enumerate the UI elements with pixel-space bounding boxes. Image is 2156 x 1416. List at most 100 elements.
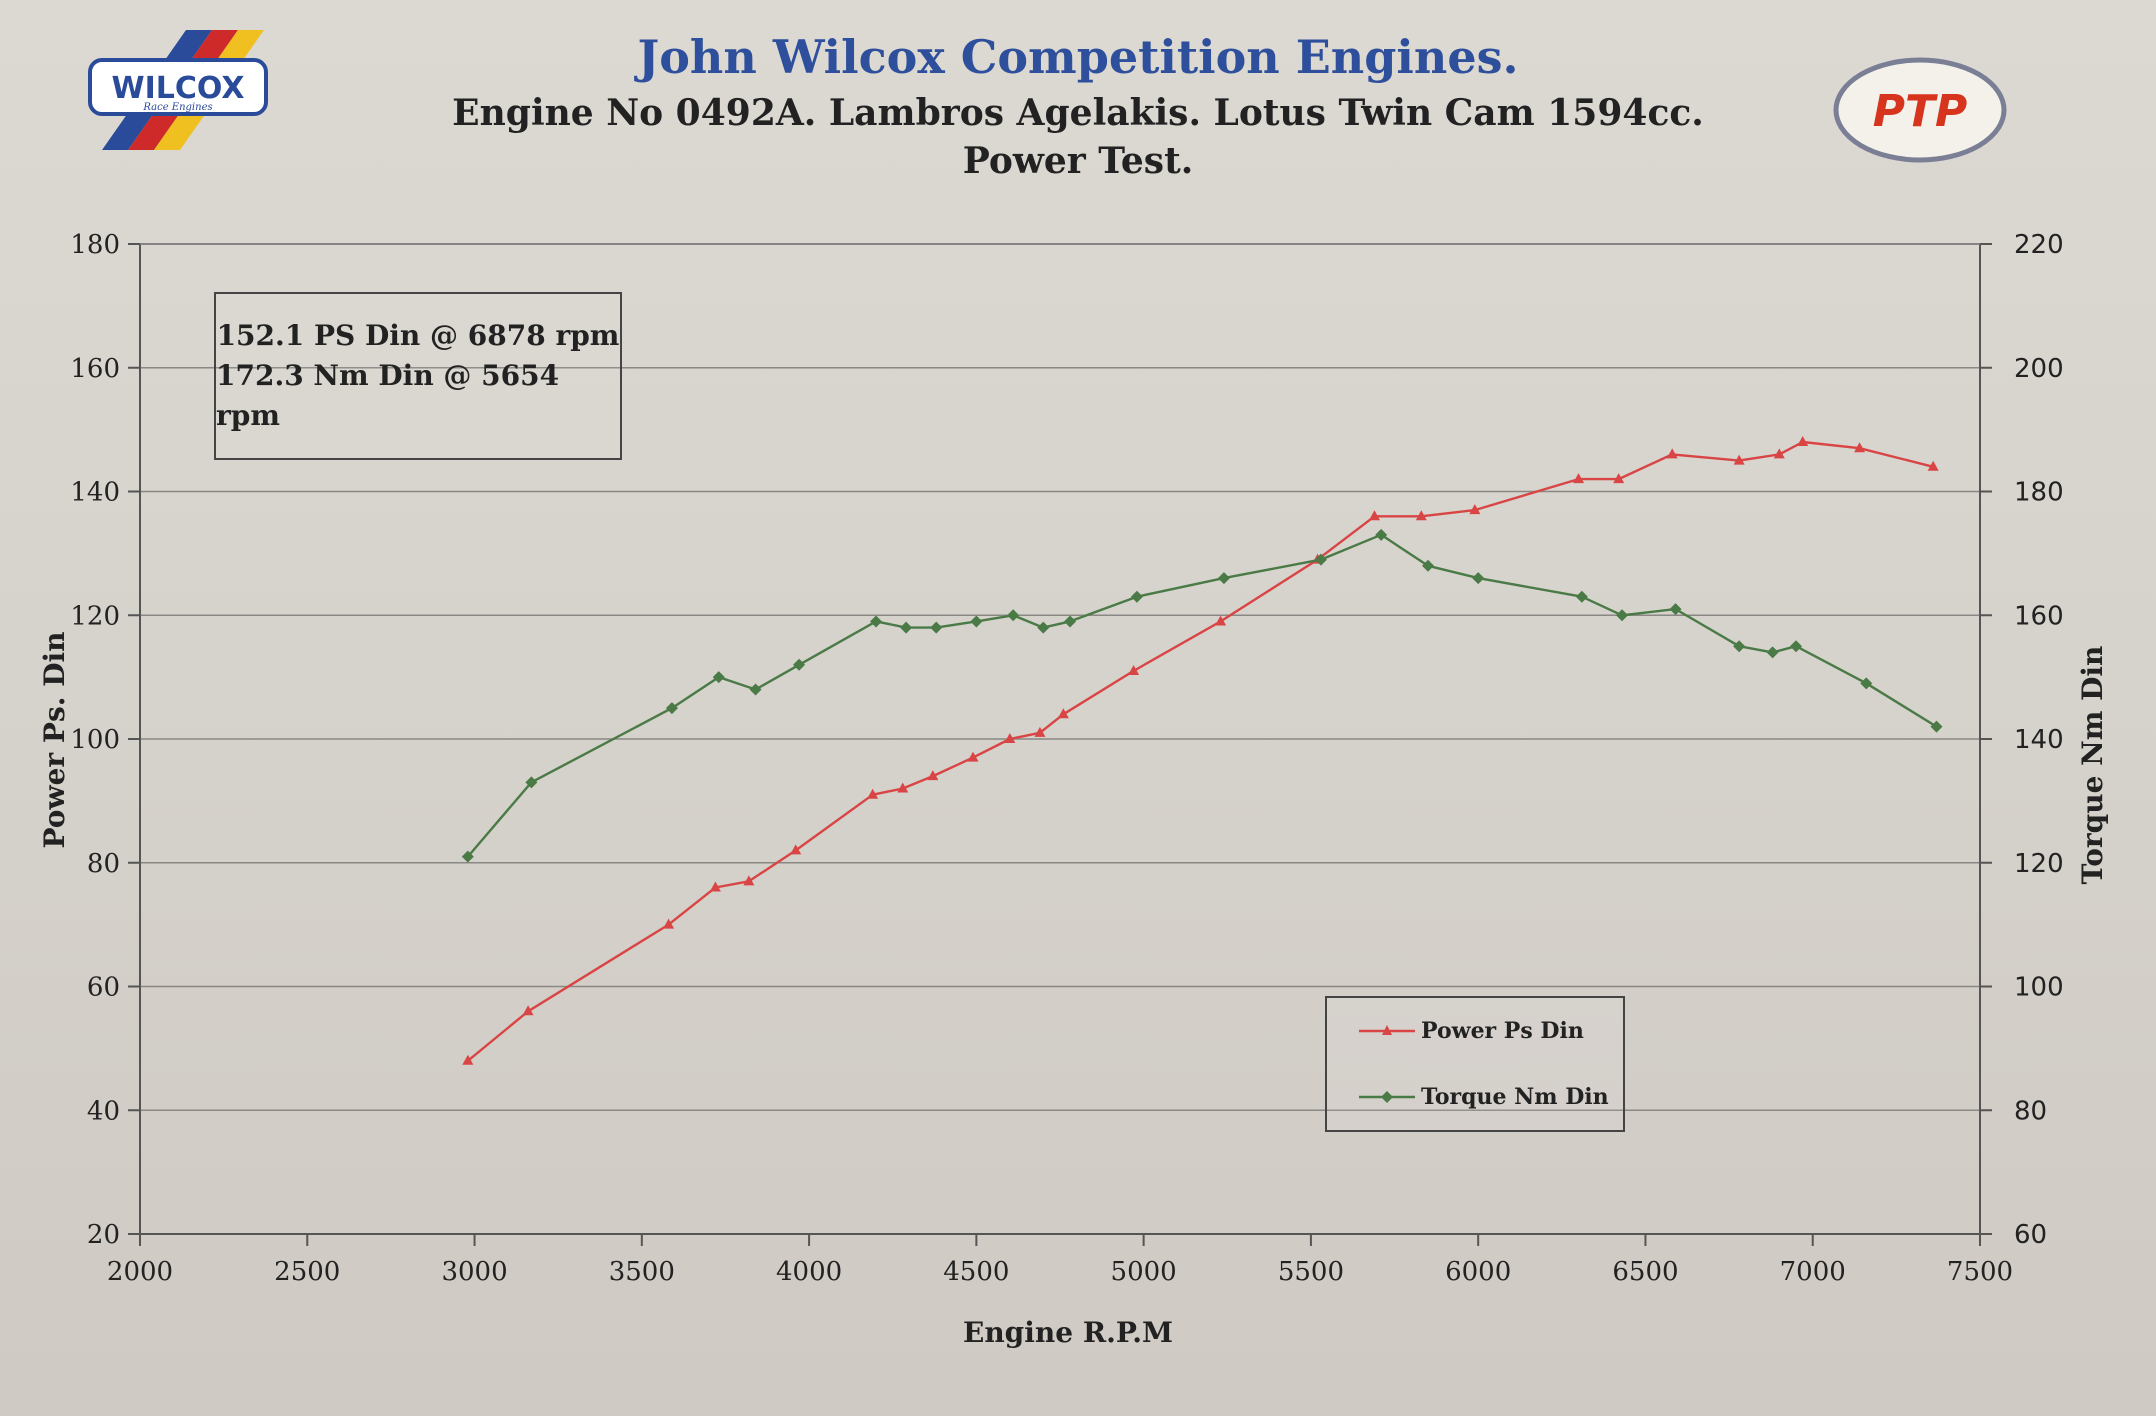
y-right-tick-label: 140: [2014, 725, 2064, 755]
ptp-logo: PTP: [1830, 50, 2010, 170]
data-point-power: [462, 1054, 474, 1065]
data-point-torque: [1422, 559, 1434, 572]
data-point-torque: [712, 671, 725, 684]
x-tick-label: 6000: [1445, 1257, 1511, 1287]
y-left-axis-title: Power Ps. Din: [38, 632, 71, 849]
legend-item-power: Power Ps Din: [1327, 1016, 1623, 1046]
y-left-tick-label: 40: [87, 1096, 120, 1126]
data-point-torque: [900, 621, 913, 634]
x-tick-label: 6500: [1612, 1257, 1678, 1287]
data-point-power: [743, 875, 755, 886]
y-right-axis-title: Torque Nm Din: [2076, 646, 2109, 885]
data-point-power: [1773, 448, 1785, 459]
data-point-torque: [1733, 640, 1746, 653]
x-tick-label: 2500: [274, 1257, 340, 1287]
legend-torque-swatch: [1359, 1091, 1415, 1103]
x-tick-label: 4000: [776, 1257, 842, 1287]
data-point-power: [1215, 615, 1227, 626]
y-right-tick-label: 80: [2014, 1096, 2047, 1126]
legend-torque-label: Torque Nm Din: [1421, 1084, 1609, 1110]
y-right-tick-label: 180: [2014, 478, 2064, 508]
data-point-torque: [1616, 609, 1629, 622]
data-point-torque: [1790, 640, 1802, 653]
data-point-torque: [1064, 615, 1077, 628]
data-point-torque: [1130, 590, 1143, 603]
data-point-torque: [1575, 590, 1588, 603]
wilcox-logo: WILCOX Race Engines: [86, 26, 276, 156]
data-point-torque: [1314, 553, 1327, 566]
chart-subtitle: Engine No 0492A. Lambros Agelakis. Lotus…: [452, 92, 1704, 134]
y-left-tick-label: 160: [70, 354, 120, 384]
data-point-power: [867, 788, 879, 799]
x-tick-label: 2000: [107, 1257, 173, 1287]
y-right-tick-label: 200: [2014, 354, 2064, 384]
data-point-torque: [1930, 720, 1943, 733]
data-point-power: [1004, 733, 1016, 743]
data-point-torque: [793, 658, 806, 671]
data-point-power: [1469, 504, 1481, 515]
y-right-tick-label: 100: [2014, 973, 2064, 1003]
data-point-torque: [1472, 572, 1485, 585]
x-tick-label: 5000: [1111, 1257, 1177, 1287]
data-point-power: [1733, 454, 1745, 465]
peak-power-text: 152.1 PS Din @ 6878 rpm: [216, 319, 620, 352]
legend: Power Ps Din Torque Nm Din: [1325, 996, 1625, 1132]
x-tick-label: 4500: [943, 1257, 1009, 1287]
peak-info-box: 152.1 PS Din @ 6878 rpm 172.3 Nm Din @ 5…: [214, 292, 622, 460]
data-point-torque: [970, 615, 983, 628]
y-left-tick-label: 100: [70, 725, 120, 755]
data-point-power: [709, 881, 721, 892]
ptp-logo-text: PTP: [1873, 86, 1968, 137]
data-point-power: [967, 751, 979, 762]
data-point-power: [1057, 708, 1069, 719]
data-point-torque: [749, 683, 762, 696]
x-tick-label: 5500: [1278, 1257, 1344, 1287]
data-point-power: [927, 770, 939, 781]
legend-power-label: Power Ps Din: [1421, 1018, 1584, 1044]
x-tick-label: 7500: [1947, 1257, 2013, 1287]
axes: 2000 2500 3000 3500 4000 4500 5000 5500 6000 6500…: [70, 230, 2063, 1287]
data-point-power: [1927, 460, 1939, 471]
data-point-torque: [1037, 621, 1050, 634]
y-right-tick-label: 220: [2014, 230, 2064, 260]
y-left-tick-label: 20: [87, 1220, 120, 1250]
wilcox-logo-subtext: Race Engines: [142, 102, 212, 113]
peak-torque-text: 172.3 Nm Din @ 5654 rpm: [216, 359, 560, 432]
data-point-power: [1368, 510, 1380, 521]
data-point-power: [522, 1005, 534, 1016]
series-line-power: [467, 440, 1934, 1062]
y-left-tick-label: 80: [87, 849, 120, 879]
data-point-power: [1666, 448, 1678, 459]
data-point-power: [897, 782, 909, 793]
data-point-power: [790, 844, 802, 855]
y-left-tick-label: 120: [70, 601, 120, 631]
series-lines: [461, 436, 1943, 1065]
wilcox-logo-text: WILCOX: [112, 71, 245, 106]
y-left-tick-label: 140: [70, 478, 120, 508]
test-name: Power Test.: [962, 140, 1194, 182]
x-tick-label: 7000: [1780, 1257, 1846, 1287]
y-right-tick-label: 120: [2014, 849, 2064, 879]
y-right-tick-label: 60: [2014, 1220, 2047, 1250]
data-point-torque: [1669, 603, 1682, 616]
data-point-power: [1573, 473, 1585, 484]
chart-title: John Wilcox Competition Engines.: [637, 30, 1519, 84]
x-tick-label: 3000: [441, 1257, 507, 1287]
data-point-torque: [870, 615, 882, 628]
y-right-tick-label: 160: [2014, 601, 2064, 631]
x-axis-title: Engine R.P.M: [963, 1316, 1173, 1349]
data-point-torque: [1766, 646, 1779, 659]
data-point-torque: [525, 776, 538, 789]
data-point-power: [1613, 473, 1625, 484]
data-point-torque: [1007, 609, 1020, 622]
data-point-power: [1854, 442, 1866, 453]
legend-power-swatch: [1359, 1025, 1415, 1035]
data-point-power: [1797, 436, 1809, 446]
data-point-torque: [930, 621, 943, 634]
data-point-torque: [1375, 528, 1388, 541]
data-point-torque: [1217, 572, 1230, 585]
legend-item-torque: Torque Nm Din: [1327, 1082, 1623, 1112]
y-left-tick-label: 60: [87, 973, 120, 1003]
